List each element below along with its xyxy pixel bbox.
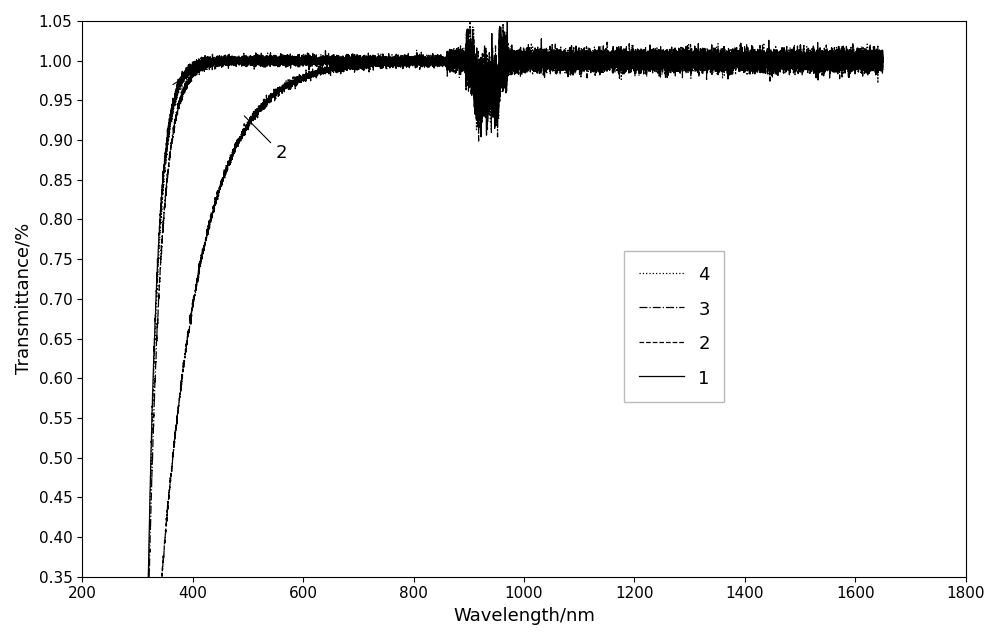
3: [574, 55, 586, 63]
Line: 4: 4: [144, 27, 883, 640]
1: [403, 55, 415, 63]
Y-axis label: Transmittance/%: Transmittance/%: [15, 223, 33, 374]
3: [877, 54, 889, 62]
4: [574, 52, 586, 60]
4: [403, 52, 415, 60]
X-axis label: Wavelength/nm: Wavelength/nm: [453, 607, 595, 625]
1: [685, 62, 697, 70]
Line: 3: 3: [144, 12, 883, 640]
2: [606, 48, 618, 56]
3: [685, 60, 697, 67]
Text: 2: 2: [244, 116, 287, 163]
2: [724, 54, 736, 61]
4: [877, 58, 889, 65]
Line: 1: 1: [144, 5, 883, 640]
1: [574, 51, 586, 59]
Line: 2: 2: [144, 24, 883, 640]
3: [171, 111, 183, 118]
2: [403, 63, 415, 70]
3: [606, 63, 618, 70]
4: [685, 60, 697, 67]
Text: 1: 1: [173, 56, 209, 84]
1: [606, 47, 618, 54]
2: [574, 56, 586, 63]
4: [171, 88, 183, 96]
2: [877, 64, 889, 72]
Legend: 4, 3, 2, 1: 4, 3, 2, 1: [624, 252, 724, 402]
1: [877, 56, 889, 63]
1: [171, 81, 183, 89]
1: [724, 56, 736, 64]
3: [403, 57, 415, 65]
4: [724, 70, 736, 77]
2: [685, 54, 697, 62]
4: [606, 51, 618, 58]
3: [724, 52, 736, 60]
2: [171, 411, 183, 419]
